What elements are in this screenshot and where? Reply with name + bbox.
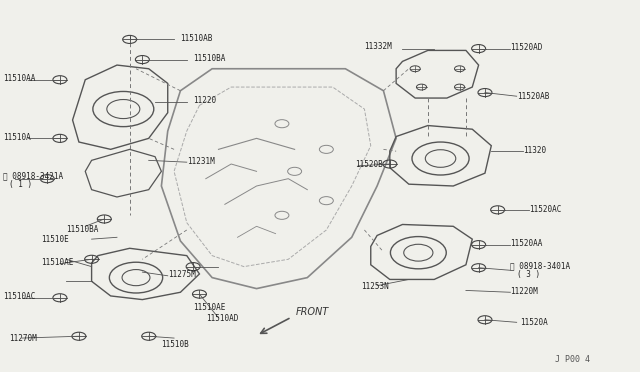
Text: 11220: 11220 [193, 96, 216, 105]
Text: 11510AB: 11510AB [180, 34, 212, 43]
Text: 11510A: 11510A [3, 133, 31, 142]
Text: 11231M: 11231M [187, 157, 214, 166]
Text: ( 3 ): ( 3 ) [516, 270, 540, 279]
Text: 11510B: 11510B [161, 340, 189, 349]
Text: J P00 4: J P00 4 [555, 355, 589, 364]
Text: 11520B: 11520B [355, 160, 383, 169]
Text: 11510E: 11510E [41, 235, 68, 244]
Text: 11520A: 11520A [520, 318, 548, 327]
Text: 11510AE: 11510AE [41, 258, 73, 267]
Text: 11270M: 11270M [9, 334, 37, 343]
Text: ( 1 ): ( 1 ) [9, 180, 32, 189]
Text: 11220M: 11220M [510, 287, 538, 296]
Text: 11332M: 11332M [364, 42, 392, 51]
Text: 11520AA: 11520AA [510, 239, 543, 248]
Text: ⓒ 08918-3421A: ⓒ 08918-3421A [3, 171, 63, 180]
Text: 11510AC: 11510AC [3, 292, 35, 301]
Text: 11320: 11320 [523, 145, 546, 155]
Text: 11520AC: 11520AC [529, 205, 562, 214]
Text: 11510AE: 11510AE [193, 303, 225, 312]
Text: 11520AB: 11520AB [516, 92, 549, 101]
Text: 11510AA: 11510AA [3, 74, 35, 83]
Text: ⓒ 08918-3401A: ⓒ 08918-3401A [510, 261, 570, 270]
Text: FRONT: FRONT [296, 307, 329, 317]
Text: 11520AD: 11520AD [510, 43, 543, 52]
Text: 11510AD: 11510AD [206, 314, 238, 323]
Text: 11275M: 11275M [168, 270, 195, 279]
Text: 11253N: 11253N [361, 282, 389, 291]
Text: 11510BA: 11510BA [193, 54, 225, 63]
Text: 11510BA: 11510BA [66, 225, 99, 234]
